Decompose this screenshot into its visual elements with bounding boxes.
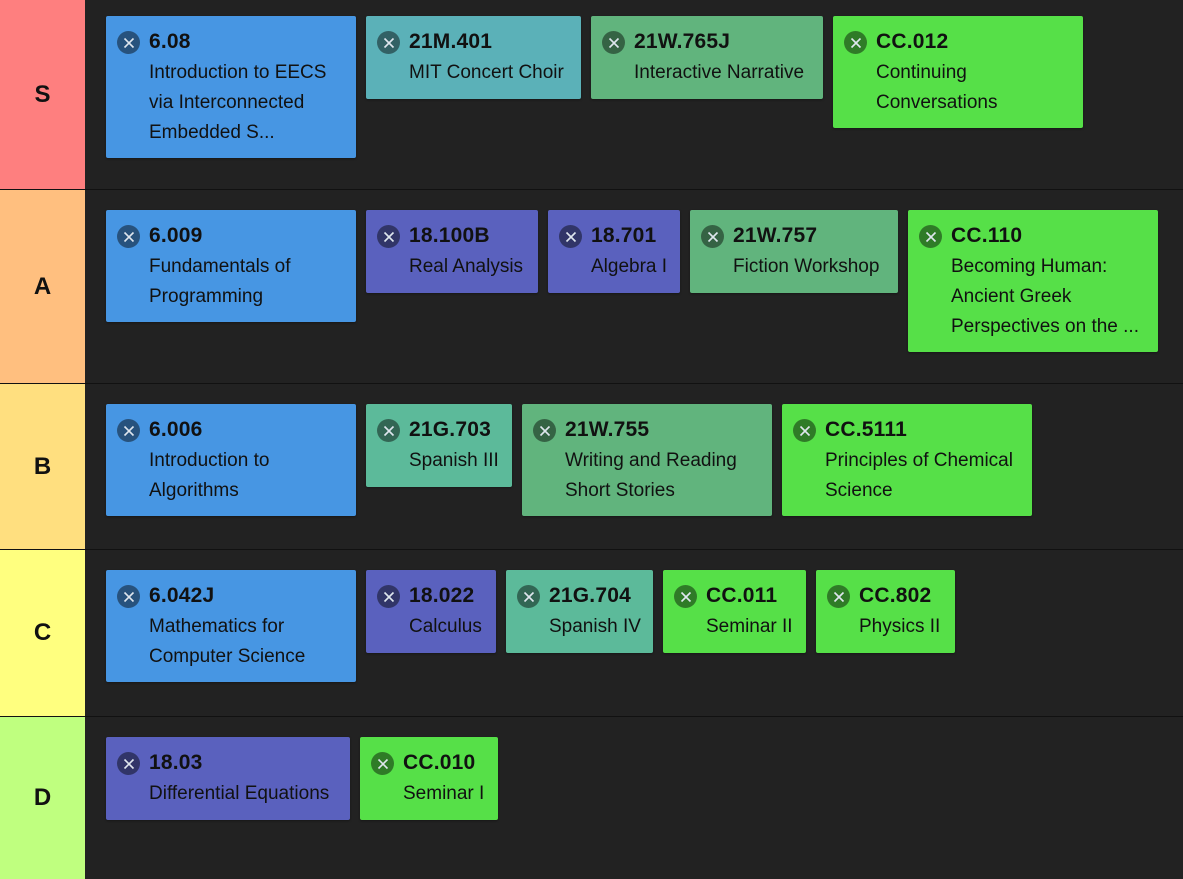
tier-row-a: A 6.009 Fundamentals of Programming 18.1…: [0, 190, 1183, 384]
course-code: CC.802: [859, 584, 932, 607]
course-card[interactable]: 18.03 Differential Equations: [106, 737, 350, 820]
course-title: Fiction Workshop: [733, 256, 880, 277]
course-code: CC.110: [951, 224, 1023, 247]
course-card[interactable]: 6.009 Fundamentals of Programming: [106, 210, 356, 322]
course-code: CC.012: [876, 30, 949, 53]
tier-row-s: S 6.08 Introduction to EECS via Intercon…: [0, 0, 1183, 190]
close-icon[interactable]: [371, 752, 394, 775]
course-title: Mathematics for Computer Science: [149, 616, 306, 667]
course-title: Seminar I: [403, 783, 485, 804]
course-title: Seminar II: [706, 616, 793, 637]
course-card[interactable]: 21M.401 MIT Concert Choir: [366, 16, 581, 99]
course-card[interactable]: 21G.704 Spanish IV: [506, 570, 653, 653]
tier-row-b: B 6.006 Introduction to Algorithms 21G.7…: [0, 384, 1183, 550]
course-title: MIT Concert Choir: [409, 62, 564, 83]
course-code: CC.010: [403, 751, 476, 774]
close-icon[interactable]: [377, 419, 400, 442]
course-title: Differential Equations: [149, 783, 330, 804]
course-code: 18.701: [591, 224, 657, 247]
course-code: 6.006: [149, 418, 203, 441]
close-icon[interactable]: [533, 419, 556, 442]
tier-label-a[interactable]: A: [0, 190, 85, 383]
course-title: Writing and Reading Short Stories: [565, 450, 737, 501]
tier-label-d[interactable]: D: [0, 717, 85, 879]
course-card[interactable]: CC.012 Continuing Conversations: [833, 16, 1083, 128]
course-card[interactable]: 6.08 Introduction to EECS via Interconne…: [106, 16, 356, 158]
course-card[interactable]: CC.010 Seminar I: [360, 737, 498, 820]
close-icon[interactable]: [377, 31, 400, 54]
close-icon[interactable]: [117, 585, 140, 608]
tier-dropzone-a[interactable]: 6.009 Fundamentals of Programming 18.100…: [85, 190, 1183, 383]
close-icon[interactable]: [674, 585, 697, 608]
course-card[interactable]: 18.022 Calculus: [366, 570, 496, 653]
course-code: 21G.704: [549, 584, 631, 607]
course-title: Becoming Human: Ancient Greek Perspectiv…: [951, 256, 1139, 337]
course-card[interactable]: 21W.757 Fiction Workshop: [690, 210, 898, 293]
course-code: 21G.703: [409, 418, 491, 441]
course-title: Spanish IV: [549, 616, 641, 637]
close-icon[interactable]: [919, 225, 942, 248]
close-icon[interactable]: [844, 31, 867, 54]
course-code: 6.08: [149, 30, 191, 53]
course-code: 18.03: [149, 751, 203, 774]
course-card[interactable]: 21G.703 Spanish III: [366, 404, 512, 487]
close-icon[interactable]: [827, 585, 850, 608]
course-card[interactable]: 6.006 Introduction to Algorithms: [106, 404, 356, 516]
close-icon[interactable]: [517, 585, 540, 608]
course-card[interactable]: CC.110 Becoming Human: Ancient Greek Per…: [908, 210, 1158, 352]
tier-dropzone-s[interactable]: 6.08 Introduction to EECS via Interconne…: [85, 0, 1183, 189]
course-title: Interactive Narrative: [634, 62, 805, 83]
close-icon[interactable]: [117, 419, 140, 442]
tier-row-d: D 18.03 Differential Equations CC.010 Se…: [0, 717, 1183, 879]
close-icon[interactable]: [701, 225, 724, 248]
course-code: 6.009: [149, 224, 203, 247]
course-title: Physics II: [859, 616, 941, 637]
close-icon[interactable]: [117, 752, 140, 775]
course-card[interactable]: CC.011 Seminar II: [663, 570, 806, 653]
course-code: CC.5111: [825, 418, 907, 441]
course-code: 21W.765J: [634, 30, 731, 53]
course-code: 21M.401: [409, 30, 493, 53]
tier-label-c[interactable]: C: [0, 550, 85, 716]
course-code: 18.022: [409, 584, 475, 607]
close-icon[interactable]: [793, 419, 816, 442]
close-icon[interactable]: [117, 31, 140, 54]
course-card[interactable]: 18.100B Real Analysis: [366, 210, 538, 293]
course-title: Introduction to EECS via Interconnected …: [149, 62, 327, 143]
course-title: Principles of Chemical Science: [825, 450, 1013, 501]
course-card[interactable]: CC.802 Physics II: [816, 570, 955, 653]
course-code: 6.042J: [149, 584, 215, 607]
tier-dropzone-b[interactable]: 6.006 Introduction to Algorithms 21G.703…: [85, 384, 1183, 549]
tier-label-s[interactable]: S: [0, 0, 85, 189]
tier-label-b[interactable]: B: [0, 384, 85, 549]
close-icon[interactable]: [377, 585, 400, 608]
close-icon[interactable]: [377, 225, 400, 248]
close-icon[interactable]: [559, 225, 582, 248]
course-title: Spanish III: [409, 450, 499, 471]
course-code: CC.011: [706, 584, 778, 607]
course-title: Calculus: [409, 616, 482, 637]
course-title: Algebra I: [591, 256, 668, 277]
tier-row-c: C 6.042J Mathematics for Computer Scienc…: [0, 550, 1183, 717]
course-title: Real Analysis: [409, 256, 524, 277]
course-card[interactable]: 21W.765J Interactive Narrative: [591, 16, 823, 99]
tier-dropzone-d[interactable]: 18.03 Differential Equations CC.010 Semi…: [85, 717, 1183, 879]
course-card[interactable]: CC.5111 Principles of Chemical Science: [782, 404, 1032, 516]
course-card[interactable]: 21W.755 Writing and Reading Short Storie…: [522, 404, 772, 516]
close-icon[interactable]: [602, 31, 625, 54]
course-code: 21W.757: [733, 224, 818, 247]
course-code: 18.100B: [409, 224, 490, 247]
course-card[interactable]: 6.042J Mathematics for Computer Science: [106, 570, 356, 682]
close-icon[interactable]: [117, 225, 140, 248]
course-code: 21W.755: [565, 418, 650, 441]
course-card[interactable]: 18.701 Algebra I: [548, 210, 680, 293]
tier-dropzone-c[interactable]: 6.042J Mathematics for Computer Science …: [85, 550, 1183, 716]
course-title: Fundamentals of Programming: [149, 256, 291, 307]
course-title: Continuing Conversations: [876, 62, 998, 113]
course-title: Introduction to Algorithms: [149, 450, 270, 501]
